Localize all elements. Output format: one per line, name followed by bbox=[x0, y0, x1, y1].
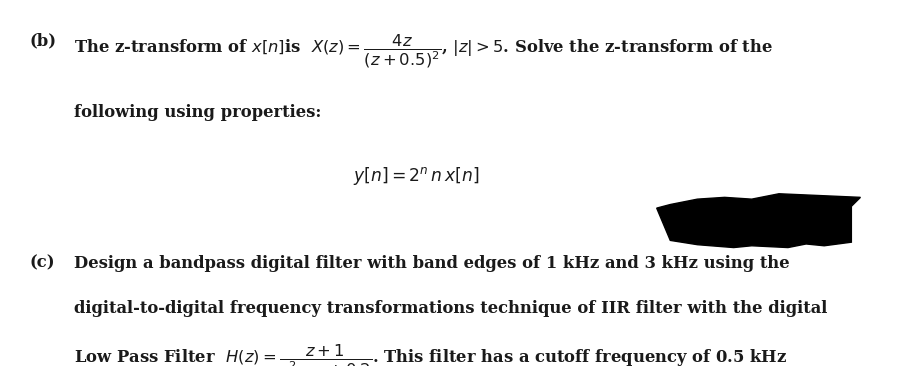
Text: Design a bandpass digital filter with band edges of 1 kHz and 3 kHz using the: Design a bandpass digital filter with ba… bbox=[75, 255, 790, 272]
Text: following using properties:: following using properties: bbox=[75, 104, 322, 121]
Text: digital-to-digital frequency transformations technique of IIR filter with the di: digital-to-digital frequency transformat… bbox=[75, 299, 828, 317]
Text: (c): (c) bbox=[30, 255, 55, 272]
Polygon shape bbox=[657, 194, 860, 247]
Text: The z-transform of $x[n]$is  $X(z) = \dfrac{4z}{(z+0.5)^{2}}$, $|z|>5$. Solve th: The z-transform of $x[n]$is $X(z) = \dfr… bbox=[75, 32, 773, 70]
Text: $y[n]=2^{n}\,n\,x[n]$: $y[n]=2^{n}\,n\,x[n]$ bbox=[353, 165, 480, 187]
Text: (b): (b) bbox=[30, 32, 56, 49]
Text: Low Pass Filter  $H(z) = \dfrac{z+1}{z^{2}-z+0.2}$. This filter has a cutoff fre: Low Pass Filter $H(z) = \dfrac{z+1}{z^{2… bbox=[75, 343, 787, 366]
